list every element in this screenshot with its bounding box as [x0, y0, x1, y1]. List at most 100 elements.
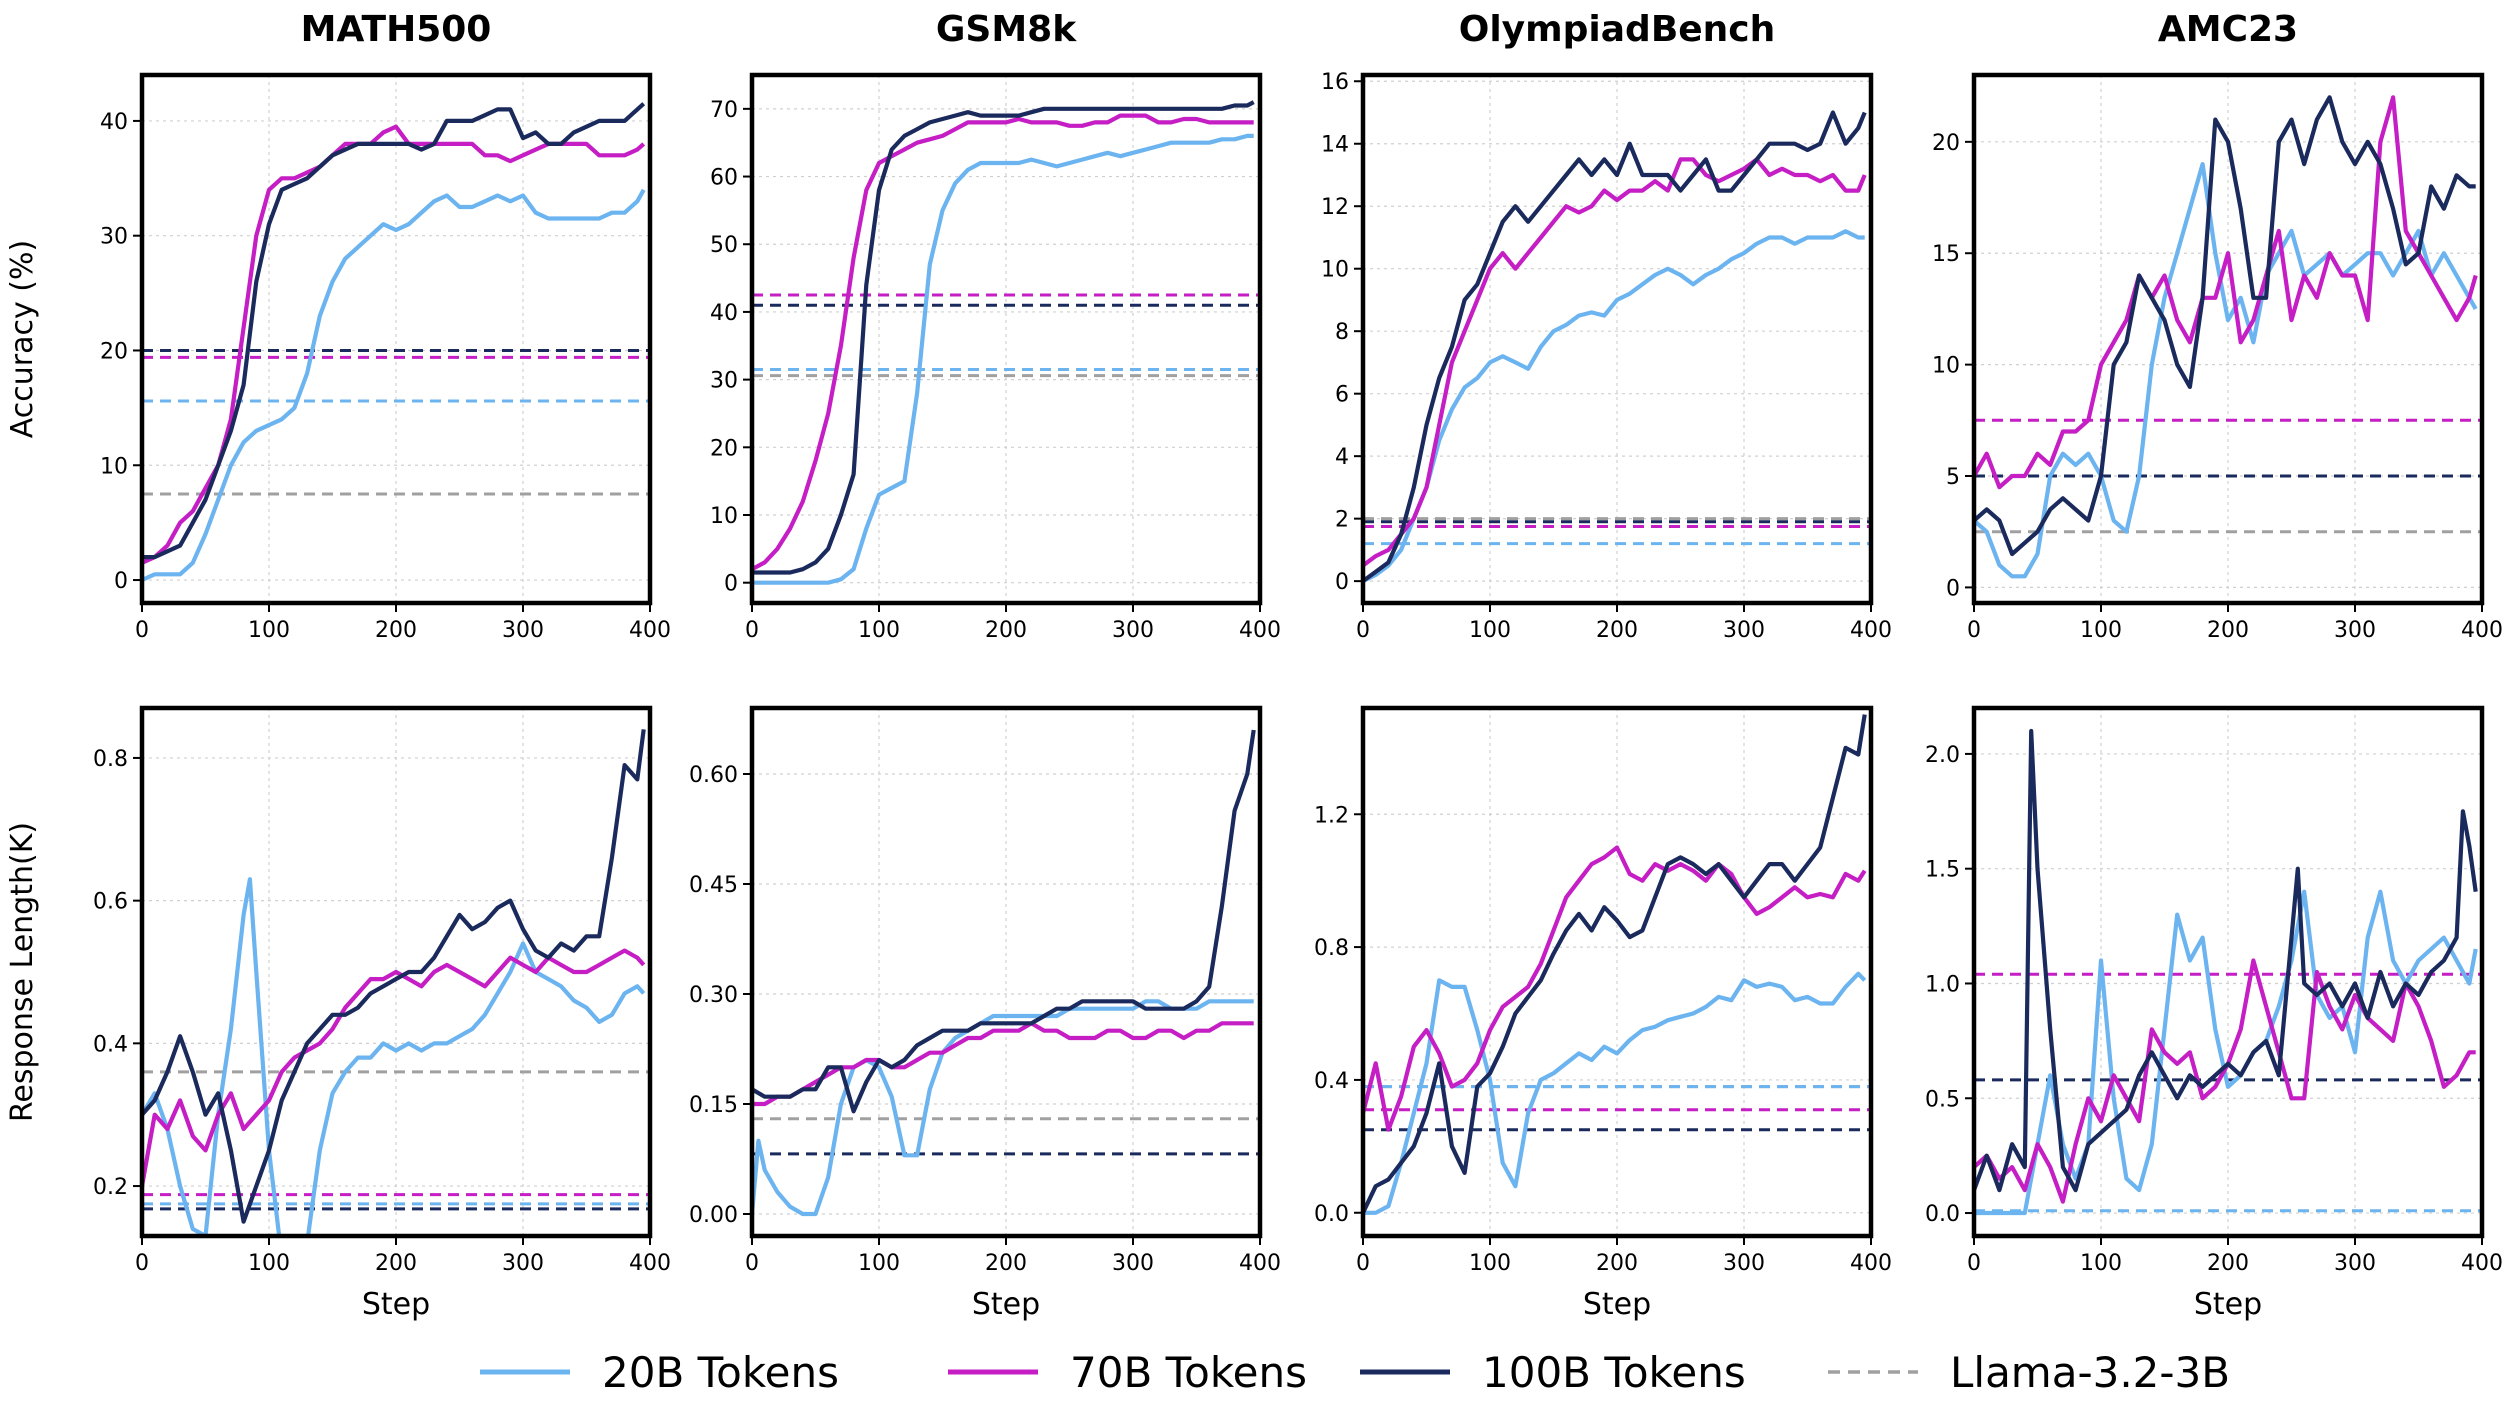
- y-tick-label: 0.00: [689, 1203, 738, 1228]
- y-tick-label: 10: [100, 454, 128, 479]
- x-tick-label: 300: [1112, 1251, 1154, 1276]
- x-tick-label: 200: [1596, 618, 1638, 643]
- y-tick-label: 0: [1335, 570, 1349, 595]
- series-line: [1363, 110, 1867, 583]
- x-tick-label: 300: [1723, 618, 1765, 643]
- x-tick-label: 300: [2334, 618, 2376, 643]
- y-tick-label: 0.4: [93, 1032, 128, 1057]
- y-tick-label: 0.15: [689, 1093, 738, 1118]
- x-tick-label: 0: [745, 1251, 759, 1276]
- series-line: [1363, 157, 1867, 568]
- x-tick-label: 100: [248, 1251, 290, 1276]
- series-line: [1363, 229, 1865, 583]
- x-tick-label: 200: [985, 1251, 1027, 1276]
- series-line: [752, 1021, 1254, 1107]
- y-tick-label: 1.0: [1925, 972, 1960, 997]
- x-tick-label: 400: [1239, 618, 1281, 643]
- legend-label: Llama-3.2-3B: [1950, 1348, 2230, 1397]
- series-line: [752, 113, 1254, 572]
- x-tick-label: 400: [1850, 1251, 1892, 1276]
- y-tick-label: 5: [1946, 465, 1960, 490]
- x-tick-label: 200: [1596, 1251, 1638, 1276]
- x-tick-label: 300: [502, 618, 544, 643]
- panel-3: 0 100 200 300 400 0 2 4 6 8 10 12 14 16 OlympiadBench: [1321, 9, 1892, 643]
- panel-4: 0 100 200 300 400 0 5 10 15 20 AMC23: [1932, 9, 2503, 643]
- x-tick-label: 400: [629, 1251, 671, 1276]
- y-tick-label: 8: [1335, 320, 1349, 345]
- x-tick-label: 100: [248, 618, 290, 643]
- y-tick-label: 14: [1321, 133, 1349, 158]
- y-tick-label: 50: [710, 233, 738, 258]
- x-tick-label: 100: [2080, 1251, 2122, 1276]
- series-line: [752, 729, 1256, 1114]
- x-tick-label: 0: [1356, 618, 1370, 643]
- series-line: [1974, 162, 2478, 579]
- x-tick-label: 100: [858, 1251, 900, 1276]
- y-tick-label: 0.4: [1314, 1069, 1349, 1094]
- x-tick-label: 300: [502, 1251, 544, 1276]
- y-tick-label: 0.0: [1314, 1202, 1349, 1227]
- x-tick-label: 400: [2461, 1251, 2503, 1276]
- x-tick-label: 200: [2207, 1251, 2249, 1276]
- series-line: [1363, 971, 1867, 1215]
- series-line: [1974, 95, 2476, 557]
- x-tick-label: 200: [375, 618, 417, 643]
- legend-label: 20B Tokens: [602, 1348, 839, 1397]
- y-tick-label: 0.5: [1925, 1087, 1960, 1112]
- y-tick-label: 20: [1932, 131, 1960, 156]
- x-tick-label: 200: [2207, 618, 2249, 643]
- panel-title: MATH500: [301, 9, 492, 50]
- series-line: [1974, 728, 2478, 1193]
- series-line: [752, 133, 1254, 585]
- y-axis-label: Response Length(K): [5, 822, 40, 1122]
- y-tick-label: 40: [710, 301, 738, 326]
- y-tick-label: 0.30: [689, 983, 738, 1008]
- x-tick-label: 400: [1239, 1251, 1281, 1276]
- y-tick-label: 0.6: [93, 890, 128, 915]
- x-tick-label: 300: [1112, 618, 1154, 643]
- y-tick-label: 15: [1932, 242, 1960, 267]
- x-tick-label: 0: [1356, 1251, 1370, 1276]
- x-tick-label: 100: [1469, 618, 1511, 643]
- x-tick-label: 300: [2334, 1251, 2376, 1276]
- series-line: [142, 877, 646, 1236]
- x-tick-label: 0: [745, 618, 759, 643]
- x-tick-label: 200: [375, 1251, 417, 1276]
- y-tick-label: 0.2: [93, 1175, 128, 1200]
- y-tick-label: 0.45: [689, 873, 738, 898]
- y-tick-label: 0.8: [93, 747, 128, 772]
- x-tick-label: 100: [858, 618, 900, 643]
- series-line: [1363, 845, 1867, 1132]
- panel-8: 0 100 200 300 400 0.0 0.5 1.0 1.5 2.0 Step: [1925, 705, 2503, 1322]
- x-tick-label: 200: [985, 618, 1027, 643]
- x-axis-label: Step: [2194, 1287, 2262, 1322]
- y-tick-label: 1.2: [1314, 803, 1349, 828]
- series-line: [142, 124, 646, 565]
- x-tick-label: 0: [135, 618, 149, 643]
- panel-6: 0 100 200 300 400 0.00 0.15 0.30 0.45 0.60 Step: [689, 705, 1281, 1322]
- panel-title: OlympiadBench: [1459, 9, 1776, 50]
- x-axis-label: Step: [362, 1287, 430, 1322]
- y-tick-label: 10: [1932, 354, 1960, 379]
- panel-5: 0 100 200 300 400 0.2 0.4 0.6 0.8 Step Response Le…: [5, 705, 671, 1322]
- y-tick-label: 6: [1335, 383, 1349, 408]
- series-line: [142, 188, 646, 582]
- y-tick-label: 0: [1946, 576, 1960, 601]
- y-tick-label: 40: [100, 110, 128, 135]
- x-tick-label: 100: [2080, 618, 2122, 643]
- y-tick-label: 2.0: [1925, 743, 1960, 768]
- y-tick-label: 2: [1335, 508, 1349, 533]
- y-tick-label: 0: [724, 572, 738, 597]
- y-tick-label: 0.8: [1314, 936, 1349, 961]
- series-line: [752, 100, 1255, 575]
- y-tick-label: 60: [710, 166, 738, 191]
- y-tick-label: 0.60: [689, 763, 738, 788]
- y-tick-label: 16: [1321, 70, 1349, 95]
- y-tick-label: 20: [710, 436, 738, 461]
- y-tick-label: 20: [100, 339, 128, 364]
- x-tick-label: 0: [1967, 1251, 1981, 1276]
- y-tick-label: 30: [710, 369, 738, 394]
- y-tick-label: 0: [114, 569, 128, 594]
- y-tick-label: 0.0: [1925, 1202, 1960, 1227]
